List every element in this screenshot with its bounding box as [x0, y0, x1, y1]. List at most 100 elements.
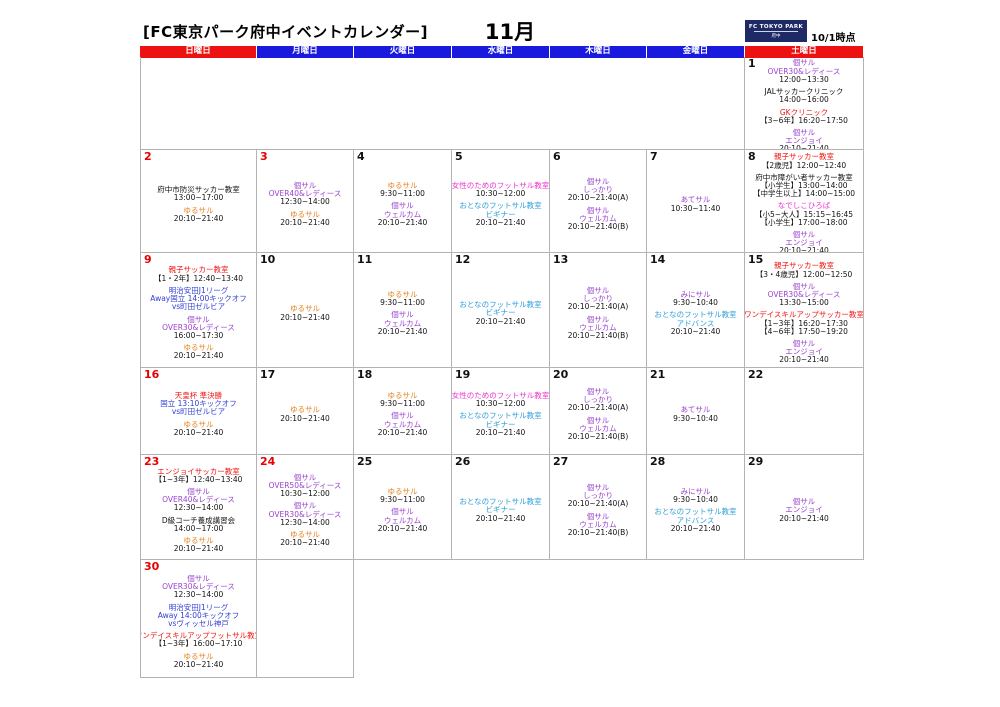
calendar-cell: 23 エンジョイサッカー教室 【1~3年】12:40~13:40 個サル OVER40&…: [141, 455, 257, 560]
event-line: 20:10~21:40: [173, 427, 224, 437]
event-line: 【3・4歳児】12:00~12:50: [755, 269, 853, 279]
day-number: 17: [260, 368, 276, 381]
weekday-header: 土曜日: [744, 46, 863, 58]
event-line: ウェルカム: [579, 519, 617, 529]
event-list: 個サル エンジョイ 20:10~21:40: [745, 491, 863, 523]
event-line: 個サル: [586, 511, 610, 521]
event-list: ゆるサル 20:10~21:40: [257, 298, 353, 322]
event-line: ワンデイスキルアップサッカー教室: [745, 310, 864, 320]
event-line: OVER40&レディース: [268, 189, 342, 199]
event-line: 9:30~11:00: [380, 495, 425, 505]
calendar-cell: 17 ゆるサル 20:10~21:40: [257, 368, 354, 455]
event-line: ゆるサル: [183, 419, 214, 429]
event: 天皇杯 準決勝 国立 13:10キックオフ vs町田ゼルビア: [160, 391, 237, 417]
event: 個サル しっかり 20:10~21:40(A): [567, 386, 629, 413]
event-line: 個サル: [586, 176, 610, 186]
event: おとなのフットサル教室 アドバンス 20:10~21:40: [654, 311, 736, 336]
event-line: 12:00~13:30: [779, 74, 829, 84]
calendar-cell: 12 おとなのフットサル教室 ビギナー 20:10~21:40: [452, 253, 550, 368]
event-list: ゆるサル 9:30~11:00 個サル ウェルカム 20:10~21:40: [354, 385, 451, 437]
event-line: 個サル: [586, 314, 610, 324]
event-line: 9:30~10:40: [673, 495, 718, 505]
event-line: 個サル: [586, 285, 610, 295]
blank-region: [354, 560, 864, 678]
event: 個サル しっかり 20:10~21:40(A): [568, 176, 629, 203]
page-title: [FC東京パーク府中イベントカレンダー]: [143, 23, 428, 41]
event-line: 親子サッカー教室: [774, 261, 834, 271]
event-line: 20:10~21:40: [377, 326, 428, 336]
event-line: 【4~6年】17:50~19:20: [760, 326, 848, 336]
event-line: 個サル: [586, 386, 610, 396]
event-line: 明治安田J1リーグ: [168, 285, 229, 295]
event-line: 9:30~10:40: [673, 298, 718, 308]
event-line: 20:10~21:40: [377, 523, 428, 533]
event: おとなのフットサル教室 ビギナー 20:10~21:40: [459, 202, 541, 227]
event-line: みにサル: [680, 486, 711, 496]
event-line: ビギナー: [485, 308, 516, 318]
event-line: おとなのフットサル教室: [459, 201, 542, 211]
event-line: 個サル: [391, 201, 414, 211]
event-line: ゆるサル: [289, 209, 320, 219]
event: おとなのフットサル教室 ビギナー 20:10~21:40: [459, 497, 541, 523]
day-number: 13: [553, 253, 569, 266]
event-line: ゆるサル: [289, 405, 320, 415]
event-list: 親子サッカー教室 【2歳児】12:00~12:40 府中市障がい者サッカー教室 【小学…: [745, 150, 863, 252]
event-line: 16:00~17:30: [173, 330, 224, 340]
day-number: 8: [748, 150, 756, 163]
event-line: 20:10~21:40: [377, 217, 428, 227]
day-number: 16: [144, 368, 160, 381]
event-list: 個サル OVER40&レディース 12:30~14:00 ゆるサル 20:10~21:4…: [257, 175, 353, 227]
event: 府中市障がい者サッカー教室 【小学生】13:00~14:00 【中学生以上】14:0…: [753, 173, 855, 199]
weekday-header-row: 日曜日 月曜日 火曜日 水曜日 木曜日 金曜日 土曜日: [140, 46, 863, 58]
calendar-cell: 18 ゆるサル 9:30~11:00 個サル ウェルカム 20:10~21:40: [354, 368, 452, 455]
event-line: 20:10~21:40: [475, 316, 526, 326]
event-line: 20:10~21:40: [173, 659, 224, 669]
day-number: 29: [748, 455, 764, 468]
event-list: みにサル 9:30~10:40 おとなのフットサル教室 アドバンス 20:10~21:4…: [647, 481, 744, 533]
day-number: 22: [748, 368, 764, 381]
event: 個サル しっかり 20:10~21:40(A): [568, 483, 629, 509]
weekday-header: 火曜日: [353, 46, 451, 58]
event-line: 20:10~21:40: [475, 427, 526, 437]
calendar-cell: 19 女性のためのフットサル教室 10:30~12:00 おとなのフットサル教室 ビギナ…: [452, 368, 550, 455]
event: ゆるサル 20:10~21:40: [173, 419, 224, 437]
event-list: 個サル OVER50&レディース 10:30~12:00 個サル OVER30&レディー…: [257, 467, 353, 548]
event-line: 20:10~21:40: [670, 326, 721, 336]
event-line: 9:30~11:00: [380, 399, 425, 409]
event-line: ワンデイスキルアップフットサル教室: [141, 631, 257, 641]
event: 個サル OVER40&レディース 12:30~14:00: [268, 181, 342, 207]
calendar-cell: 4 ゆるサル 9:30~11:00 個サル ウェルカム 20:10~21:40: [354, 150, 452, 253]
calendar-cell: 9 親子サッカー教室 【1・2年】12:40~13:40 明治安田J1リーグ Away国…: [141, 253, 257, 368]
event-line: OVER30&レディース: [767, 66, 841, 76]
event-line: 20:10~21:40(A): [567, 302, 629, 312]
event: ゆるサル 9:30~11:00: [380, 180, 425, 198]
event-line: しっかり: [583, 294, 613, 304]
day-number: 25: [357, 455, 373, 468]
event-list: ゆるサル 9:30~11:00 個サル ウェルカム 20:10~21:40: [354, 481, 451, 533]
event: 府中市防災サッカー教室 13:00~17:00: [157, 185, 240, 202]
event-line: 女性のためのフットサル教室: [452, 390, 550, 400]
event-line: 20:10~21:40(A): [567, 403, 629, 413]
event-line: ウェルカム: [383, 419, 422, 429]
calendar-cell: 15 親子サッカー教室 【3・4歳児】12:00~12:50 個サル OVER30&レデ…: [745, 253, 864, 368]
event: 親子サッカー教室 【2歳児】12:00~12:40: [761, 153, 847, 170]
event-line: vs町田ゼルビア: [171, 302, 226, 312]
event: 個サル OVER30&レディース 12:00~13:30: [768, 59, 841, 84]
event: ゆるサル 9:30~11:00: [380, 290, 425, 307]
event: みにサル 9:30~10:40: [673, 486, 718, 505]
event-list: 天皇杯 準決勝 国立 13:10キックオフ vs町田ゼルビアゆるサル 20:10~21…: [141, 385, 256, 437]
event: 個サル ウェルカム 20:10~21:40(B): [568, 511, 629, 538]
event-line: 個サル: [391, 310, 414, 320]
event-line: ゆるサル: [387, 180, 418, 190]
weekday-header: 木曜日: [549, 46, 646, 58]
event-line: あてサル: [680, 195, 711, 205]
day-number: 18: [357, 368, 373, 381]
event-line: GKクリニック: [779, 107, 829, 117]
event-line: 【2歳児】12:00~12:40: [761, 160, 847, 170]
event-line: ゆるサル: [183, 205, 214, 215]
event-list: 個サル しっかり 20:10~21:40(A) 個サル ウェルカム 20:10~21:40…: [550, 171, 646, 231]
event: ワンデイスキルアップフットサル教室 【1~3年】16:00~17:10: [141, 631, 257, 648]
day-number: 21: [650, 368, 666, 381]
event: みにサル 9:30~10:40: [673, 290, 718, 308]
event-line: 女性のためのフットサル教室: [452, 180, 550, 190]
